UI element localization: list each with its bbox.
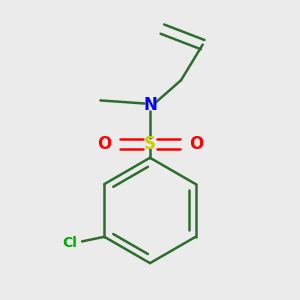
Text: N: N — [143, 96, 157, 114]
Text: Cl: Cl — [62, 236, 77, 250]
Text: O: O — [189, 135, 203, 153]
Text: O: O — [97, 135, 111, 153]
Text: S: S — [144, 135, 156, 153]
